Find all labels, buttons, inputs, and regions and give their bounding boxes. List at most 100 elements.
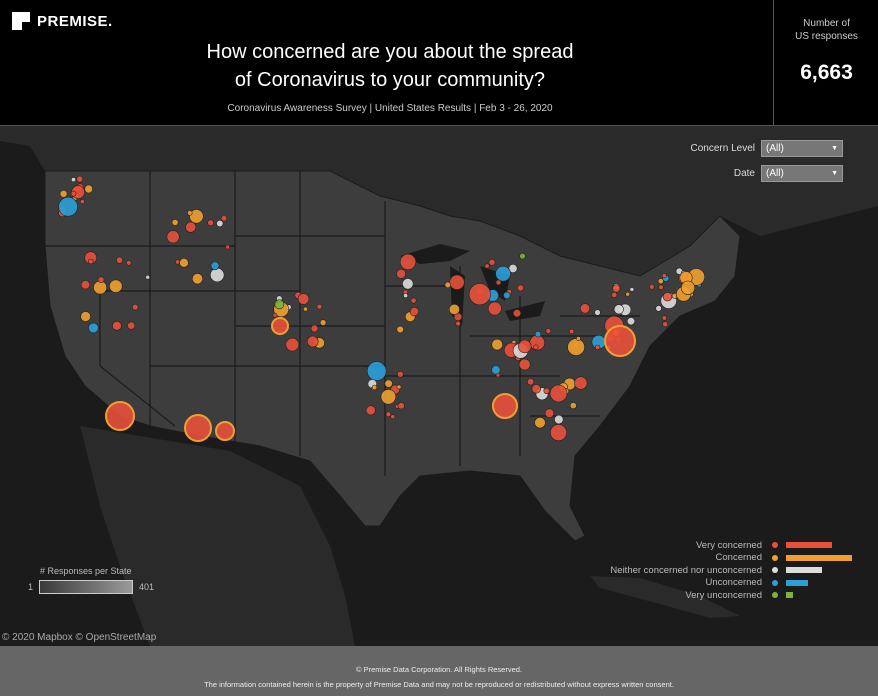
response-marker[interactable] — [272, 312, 278, 318]
response-marker[interactable] — [543, 387, 550, 394]
response-marker[interactable] — [285, 337, 300, 352]
response-marker[interactable] — [366, 361, 387, 381]
response-marker[interactable] — [384, 379, 393, 388]
response-marker[interactable] — [179, 258, 189, 268]
response-marker[interactable] — [70, 190, 77, 197]
response-marker[interactable] — [396, 371, 404, 378]
response-marker[interactable] — [449, 274, 465, 290]
response-marker[interactable] — [80, 280, 91, 290]
response-marker[interactable] — [410, 297, 417, 304]
response-marker[interactable] — [220, 215, 228, 222]
response-marker[interactable] — [512, 309, 522, 318]
date-select[interactable]: (All) ▼ — [761, 165, 843, 182]
response-marker[interactable] — [125, 260, 132, 266]
response-marker[interactable] — [518, 358, 531, 371]
response-marker[interactable] — [626, 317, 636, 326]
legend-item-very-unconcerned[interactable]: Very unconcerned — [610, 589, 858, 602]
response-marker[interactable] — [495, 265, 511, 282]
response-marker[interactable] — [93, 280, 107, 295]
response-marker[interactable] — [132, 303, 139, 311]
response-marker[interactable] — [210, 261, 220, 271]
response-marker[interactable] — [310, 324, 319, 333]
response-marker[interactable] — [166, 230, 180, 244]
response-marker[interactable] — [533, 344, 539, 350]
response-marker[interactable] — [594, 309, 601, 316]
response-marker[interactable] — [531, 384, 541, 394]
response-marker[interactable] — [487, 301, 502, 316]
legend-item-very-concerned[interactable]: Very concerned — [610, 539, 858, 552]
response-marker[interactable] — [569, 328, 575, 335]
response-marker[interactable] — [554, 414, 564, 425]
legend-item-unconcerned[interactable]: Unconcerned — [610, 577, 858, 590]
response-marker[interactable] — [579, 303, 591, 314]
response-marker[interactable] — [80, 199, 85, 204]
response-marker[interactable] — [549, 424, 567, 442]
response-marker[interactable] — [402, 278, 414, 290]
response-marker[interactable] — [455, 320, 461, 327]
response-marker[interactable] — [59, 189, 68, 198]
response-marker[interactable] — [109, 279, 123, 293]
response-marker[interactable] — [491, 365, 501, 375]
response-marker[interactable] — [116, 256, 124, 264]
response-marker[interactable] — [175, 259, 181, 265]
response-marker[interactable] — [112, 321, 122, 331]
response-marker[interactable] — [661, 315, 668, 321]
response-marker[interactable] — [680, 280, 696, 295]
response-marker[interactable] — [503, 291, 511, 300]
response-marker[interactable] — [649, 284, 655, 290]
response-marker[interactable] — [97, 276, 105, 283]
response-marker[interactable] — [80, 311, 91, 322]
response-marker[interactable] — [171, 219, 179, 226]
response-marker[interactable] — [662, 292, 673, 302]
response-marker[interactable] — [84, 184, 93, 194]
response-marker[interactable] — [225, 244, 230, 250]
response-marker[interactable] — [396, 268, 406, 279]
response-marker[interactable] — [380, 389, 397, 405]
response-marker[interactable] — [518, 339, 532, 354]
response-marker[interactable] — [303, 306, 308, 312]
response-marker[interactable] — [105, 401, 135, 431]
response-marker[interactable] — [625, 291, 631, 297]
response-marker[interactable] — [569, 402, 577, 410]
response-marker[interactable] — [58, 196, 78, 217]
response-marker[interactable] — [88, 258, 94, 265]
response-marker[interactable] — [371, 384, 378, 391]
response-marker[interactable] — [399, 253, 417, 270]
response-marker[interactable] — [390, 414, 396, 420]
response-marker[interactable] — [629, 287, 635, 292]
response-marker[interactable] — [385, 411, 392, 418]
response-marker[interactable] — [127, 321, 136, 330]
response-marker[interactable] — [71, 177, 77, 183]
response-marker[interactable] — [365, 405, 376, 416]
response-marker[interactable] — [403, 293, 408, 298]
response-marker[interactable] — [76, 175, 84, 183]
response-marker[interactable] — [534, 417, 546, 429]
us-map[interactable]: Concern Level (All) ▼ Date (All) ▼ Very … — [0, 126, 878, 646]
response-marker[interactable] — [191, 273, 204, 285]
response-marker[interactable] — [185, 221, 197, 233]
response-marker[interactable] — [567, 338, 585, 356]
response-marker[interactable] — [444, 281, 451, 289]
map-attribution[interactable]: © 2020 Mapbox © OpenStreetMap — [2, 632, 157, 643]
response-marker[interactable] — [187, 210, 193, 216]
response-marker[interactable] — [306, 335, 319, 348]
response-marker[interactable] — [397, 402, 405, 410]
response-marker[interactable] — [271, 317, 289, 335]
response-marker[interactable] — [145, 274, 150, 280]
response-marker[interactable] — [274, 299, 285, 310]
response-marker[interactable] — [210, 267, 225, 283]
response-marker[interactable] — [316, 303, 323, 310]
response-marker[interactable] — [611, 291, 618, 298]
response-marker[interactable] — [189, 209, 204, 224]
response-marker[interactable] — [544, 408, 555, 418]
response-marker[interactable] — [549, 384, 568, 403]
response-marker[interactable] — [517, 284, 524, 292]
response-marker[interactable] — [495, 279, 502, 286]
response-marker[interactable] — [207, 219, 214, 227]
response-marker[interactable] — [526, 378, 535, 386]
response-marker[interactable] — [409, 307, 420, 317]
response-marker[interactable] — [574, 376, 588, 390]
response-marker[interactable] — [88, 322, 99, 334]
response-marker[interactable] — [604, 325, 636, 357]
response-marker[interactable] — [448, 303, 460, 315]
